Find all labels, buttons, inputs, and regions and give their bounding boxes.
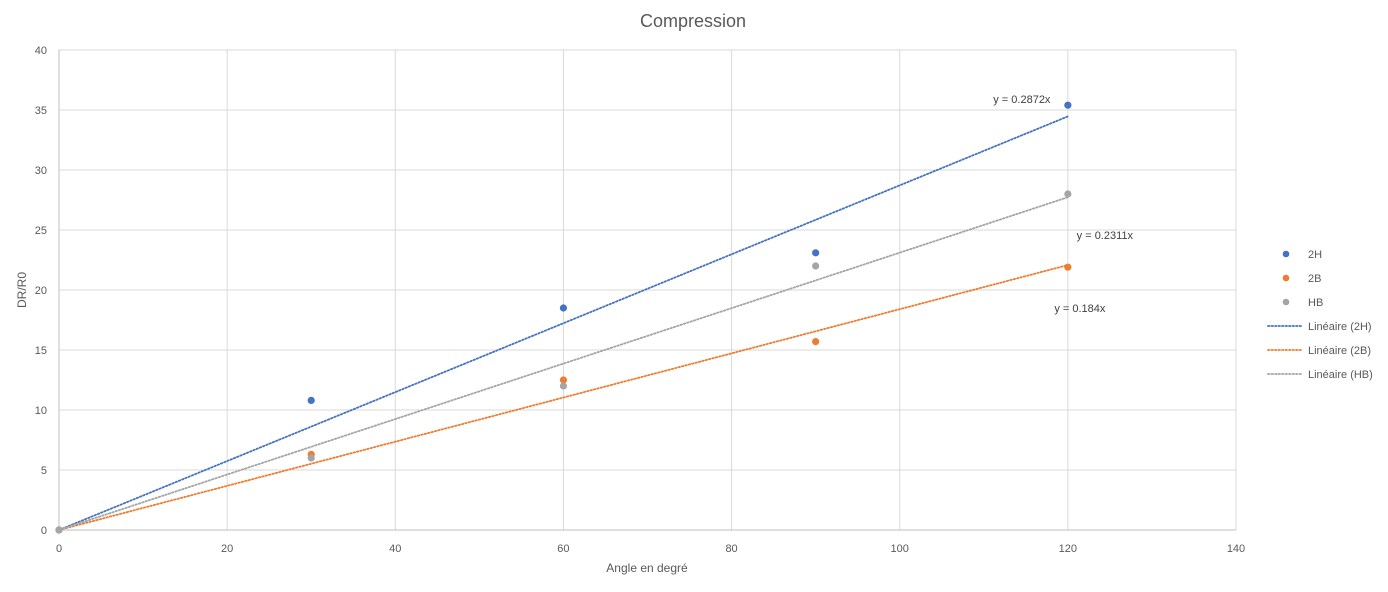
y-tick-label: 40 [35, 45, 47, 57]
trendline-hb [58, 196, 1069, 531]
y-tick-label: 35 [35, 105, 47, 117]
point-hb [307, 454, 315, 462]
x-tick-label: 60 [557, 543, 569, 555]
legend-label-hb: HB [1308, 297, 1323, 309]
trendline-equation-hb: y = 0.2311x [1077, 230, 1134, 242]
y-tick-label: 5 [41, 465, 47, 477]
trendlines [58, 115, 1069, 531]
legend: 2H 2B HB Linéaire (2H) Linéaire (2B) Linéaire… [1267, 249, 1373, 381]
x-tick-label: 100 [891, 543, 909, 555]
axes: 0 5 10 15 20 25 30 35 40 0 20 40 60 80 100 120 140 [35, 45, 1245, 555]
point-2h [307, 396, 315, 404]
grid [59, 49, 1237, 530]
point-2b [812, 338, 820, 346]
x-tick-label: 140 [1227, 543, 1245, 555]
point-2b [559, 376, 568, 384]
chart-title: Compression [640, 11, 746, 31]
point-2h [559, 304, 568, 312]
data-points [55, 101, 1072, 534]
legend-marker-2h [1282, 250, 1290, 258]
legend-label-2b: 2B [1308, 273, 1321, 285]
legend-marker-hb [1282, 298, 1290, 306]
point-2h [812, 249, 820, 257]
trendline-equations: y = 0.2872x y = 0.184x y = 0.2311x [993, 94, 1133, 315]
y-axis-title: DR/R0 [15, 272, 29, 308]
trendline-2h [58, 115, 1069, 531]
trendline-equation-2h: y = 0.2872x [993, 94, 1051, 106]
y-tick-label: 15 [35, 345, 47, 357]
x-tick-label: 20 [221, 543, 233, 555]
trendline-equation-2b: y = 0.184x [1054, 303, 1106, 315]
y-tick-label: 10 [35, 405, 47, 417]
point-hb [812, 262, 820, 270]
y-tick-label: 0 [41, 525, 47, 537]
x-tick-label: 40 [389, 543, 401, 555]
point-2h [1064, 101, 1072, 109]
x-axis-title: Angle en degré [606, 561, 688, 575]
trendline-2b [58, 264, 1069, 531]
y-tick-label: 30 [35, 165, 47, 177]
x-tick-label: 80 [725, 543, 737, 555]
legend-marker-2b [1282, 274, 1290, 282]
point-hb [559, 382, 568, 390]
y-tick-label: 25 [35, 225, 47, 237]
y-tick-label: 20 [35, 285, 47, 297]
legend-label-trend-2b: Linéaire (2B) [1308, 345, 1371, 357]
legend-label-trend-hb: Linéaire (HB) [1308, 369, 1373, 381]
point-2b [1064, 263, 1072, 271]
point-hb [1064, 190, 1072, 198]
point-hb [55, 526, 63, 534]
x-tick-label: 0 [56, 543, 62, 555]
legend-label-trend-2h: Linéaire (2H) [1308, 321, 1372, 333]
legend-label-2h: 2H [1308, 249, 1322, 261]
x-tick-label: 120 [1059, 543, 1077, 555]
